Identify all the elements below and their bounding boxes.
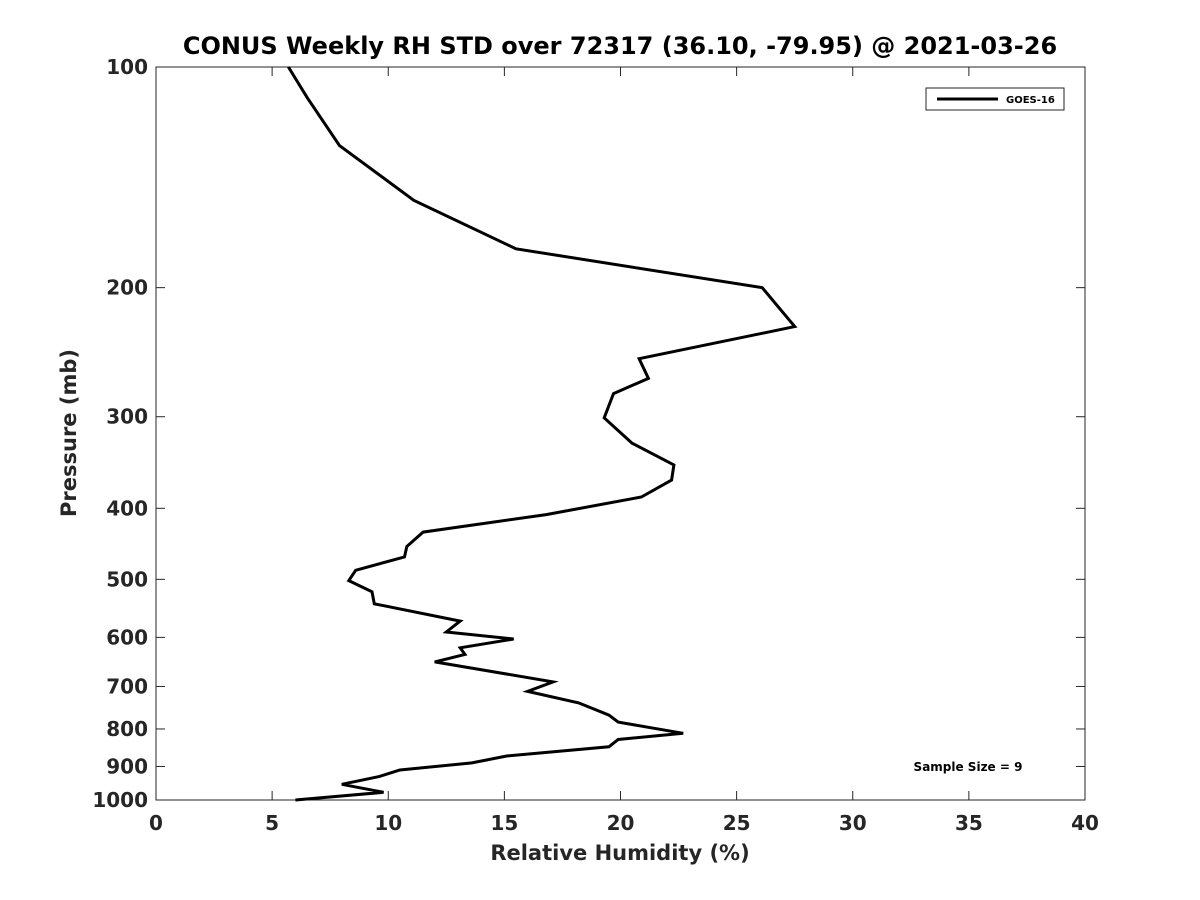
- legend-label-goes16: GOES-16: [1006, 95, 1055, 106]
- x-tick-label: 20: [607, 811, 635, 835]
- y-tick-label: 600: [106, 625, 148, 649]
- y-tick-label: 300: [106, 405, 148, 429]
- x-tick-label: 5: [265, 811, 279, 835]
- x-tick-label: 10: [374, 811, 402, 835]
- y-tick-label: 500: [106, 567, 148, 591]
- x-axis-label: Relative Humidity (%): [490, 841, 749, 865]
- y-tick-label: 800: [106, 717, 148, 741]
- x-tick-label: 30: [839, 811, 867, 835]
- x-tick-label: 25: [723, 811, 751, 835]
- x-tick-label: 15: [490, 811, 518, 835]
- y-tick-label: 900: [106, 754, 148, 778]
- y-tick-label: 400: [106, 496, 148, 520]
- x-axis: 0 5 10 15 20 25 30 35 40: [149, 67, 1099, 835]
- x-tick-label: 35: [955, 811, 983, 835]
- y-axis-label: Pressure (mb): [57, 349, 81, 517]
- y-tick-label: 200: [106, 276, 148, 300]
- x-tick-label: 40: [1071, 811, 1099, 835]
- x-tick-label: 0: [149, 811, 163, 835]
- sample-size-annotation: Sample Size = 9: [914, 760, 1023, 774]
- chart-title: CONUS Weekly RH STD over 72317 (36.10, -…: [183, 32, 1057, 60]
- series-layer: [287, 66, 798, 802]
- y-tick-label: 100: [106, 55, 148, 79]
- series-line-goes-16: [287, 66, 798, 802]
- y-tick-label: 1000: [92, 788, 148, 812]
- y-tick-label: 700: [106, 674, 148, 698]
- legend: GOES-16: [925, 87, 1065, 111]
- y-axis: 100 200 300 400 500 600 700 800 900 1000: [92, 55, 1085, 812]
